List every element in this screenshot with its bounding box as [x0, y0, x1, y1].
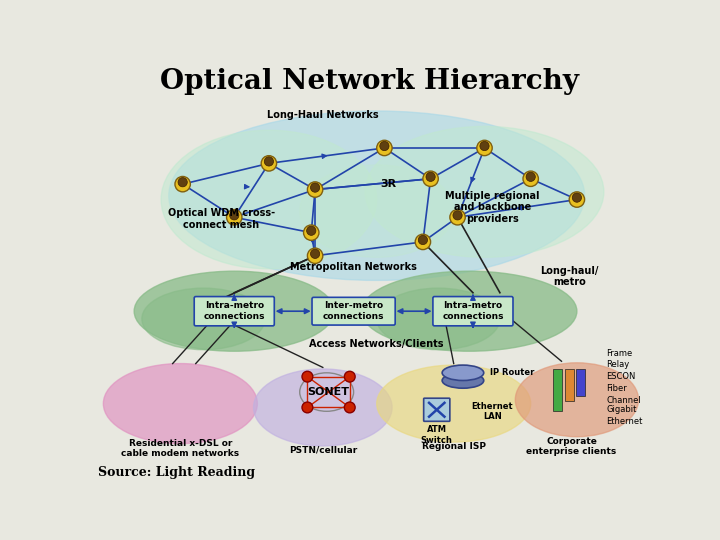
Circle shape [178, 178, 187, 187]
Ellipse shape [365, 126, 604, 257]
Circle shape [480, 141, 489, 151]
Ellipse shape [377, 288, 500, 350]
Text: Metropolitan Networks: Metropolitan Networks [290, 262, 417, 272]
Circle shape [450, 210, 465, 225]
Ellipse shape [161, 130, 377, 269]
Text: Regional ISP: Regional ISP [422, 442, 486, 451]
Circle shape [302, 402, 312, 413]
Circle shape [418, 235, 428, 245]
Text: Optical Network Hierarchy: Optical Network Hierarchy [160, 68, 578, 95]
Circle shape [310, 249, 320, 259]
Text: Ethernet
LAN: Ethernet LAN [472, 402, 513, 421]
Circle shape [453, 211, 462, 220]
FancyBboxPatch shape [433, 296, 513, 326]
Circle shape [423, 171, 438, 186]
Text: Intra-metro
connections: Intra-metro connections [204, 301, 265, 321]
Text: Corporate
enterprise clients: Corporate enterprise clients [526, 437, 616, 456]
Ellipse shape [142, 288, 265, 350]
Text: Long-Haul Networks: Long-Haul Networks [267, 110, 379, 120]
Ellipse shape [134, 271, 334, 351]
Circle shape [344, 372, 355, 382]
Text: Multiple regional
and backbone
providers: Multiple regional and backbone providers [445, 191, 539, 224]
Circle shape [477, 140, 492, 156]
Text: Inter-metro
connections: Inter-metro connections [323, 301, 384, 321]
Text: Frame
Relay
ESCON
Fiber
Channel: Frame Relay ESCON Fiber Channel [606, 348, 641, 405]
FancyBboxPatch shape [194, 296, 274, 326]
Circle shape [572, 193, 582, 202]
Text: IP Router: IP Router [490, 368, 534, 377]
Bar [576, 369, 585, 396]
Ellipse shape [361, 271, 577, 351]
Text: SONET: SONET [307, 387, 349, 397]
Circle shape [377, 140, 392, 156]
Circle shape [310, 183, 320, 192]
Circle shape [415, 234, 431, 249]
Circle shape [261, 156, 276, 171]
Bar [553, 369, 562, 411]
Circle shape [302, 372, 312, 382]
Ellipse shape [516, 363, 639, 437]
Circle shape [304, 225, 319, 240]
Ellipse shape [377, 365, 531, 442]
Circle shape [526, 172, 536, 181]
Circle shape [307, 182, 323, 197]
Circle shape [175, 177, 190, 192]
Bar [564, 369, 574, 401]
Text: Intra-metro
connections: Intra-metro connections [442, 301, 504, 321]
Ellipse shape [300, 165, 454, 257]
Circle shape [227, 210, 242, 225]
Text: PSTN/cellular: PSTN/cellular [289, 446, 357, 454]
Ellipse shape [104, 363, 257, 444]
Text: Long-haul/
metro: Long-haul/ metro [540, 266, 598, 287]
FancyBboxPatch shape [312, 298, 395, 325]
Text: ATM
Switch: ATM Switch [420, 425, 453, 444]
Ellipse shape [442, 365, 484, 381]
Circle shape [307, 226, 316, 235]
Circle shape [230, 211, 239, 220]
Circle shape [379, 141, 389, 151]
Circle shape [570, 192, 585, 207]
FancyBboxPatch shape [423, 398, 450, 421]
Ellipse shape [253, 369, 392, 446]
Circle shape [426, 172, 435, 181]
Circle shape [307, 248, 323, 264]
Circle shape [523, 171, 539, 186]
Ellipse shape [442, 373, 484, 388]
Ellipse shape [168, 111, 585, 280]
Text: Optical WDM cross-
connect mesh: Optical WDM cross- connect mesh [168, 208, 275, 230]
Text: Residential x-DSL or
cable modem networks: Residential x-DSL or cable modem network… [121, 438, 240, 458]
Text: 3R: 3R [380, 179, 396, 189]
Text: Source: Light Reading: Source: Light Reading [98, 467, 255, 480]
Text: Access Networks/Clients: Access Networks/Clients [310, 339, 444, 348]
Circle shape [344, 402, 355, 413]
Text: Gigabit
Ethernet: Gigabit Ethernet [606, 405, 642, 426]
Circle shape [264, 157, 274, 166]
